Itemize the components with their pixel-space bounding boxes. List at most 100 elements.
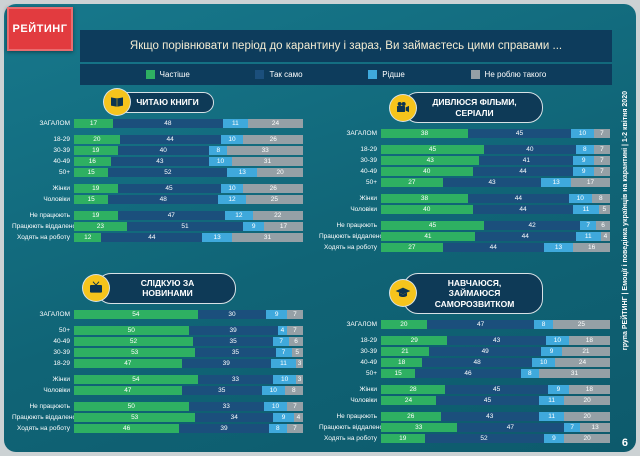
row-label: 40-49 (360, 359, 377, 367)
chart-title-pill: ДИВЛЮСЯ ФІЛЬМИ, СЕРІАЛИ (389, 92, 543, 124)
bar-rows: ЗАГАЛОМ 38 45 10 7 18-29 45 40 8 7 30-39 43 41 9 7 40-4… (319, 127, 610, 266)
bar-segment: 20 (564, 434, 610, 444)
legend: Частіше Так само Рідше Не роблю такого (80, 64, 612, 85)
bar-segment: 26 (381, 412, 441, 422)
bar-segment: 24 (555, 358, 610, 368)
bar-segment: 40 (117, 145, 210, 155)
stacked-bar: 19 40 8 33 (74, 145, 303, 155)
row-label: Не працюють (336, 222, 377, 230)
bar-row: 18-29 20 44 10 26 (12, 134, 303, 144)
bar-segment: 3 (296, 358, 303, 368)
bar-segment: 25 (552, 320, 610, 330)
bar-segment: 44 (472, 167, 574, 177)
stacked-bar: 50 39 4 7 (74, 325, 303, 335)
row-label: 40-49 (53, 157, 70, 165)
bar-segment: 44 (472, 205, 574, 215)
charts-grid: ЧИТАЮ КНИГИ ЗАГАЛОМ 17 48 11 24 18-29 20 44 10 26… (12, 89, 610, 448)
stacked-bar: 12 44 13 31 (74, 232, 303, 242)
row-label: 50+ (58, 168, 70, 176)
bar-segment: 20 (74, 134, 120, 144)
bar-segment: 54 (74, 374, 198, 384)
row-label: 50+ (58, 326, 70, 334)
legend-swatch-green (145, 70, 155, 79)
bar-segment: 8 (575, 145, 594, 155)
bar-segment: 19 (74, 145, 118, 155)
bar-segment: 35 (195, 347, 276, 357)
legend-label: Так само (269, 70, 303, 79)
bar-row: Ходять на роботу 46 39 8 7 (12, 423, 303, 433)
bar-row: Працюють віддалено 41 44 11 4 (319, 232, 610, 242)
stacked-bar: 46 39 8 7 (74, 423, 303, 433)
bar-row: Чоловіки 15 48 12 25 (12, 194, 303, 204)
chart-title: ЧИТАЮ КНИГИ (136, 97, 199, 107)
stacked-bar: 54 33 10 3 (74, 374, 303, 384)
bar-segment: 16 (573, 243, 610, 253)
bar-segment: 26 (243, 134, 303, 144)
bar-segment: 33 (197, 374, 274, 384)
chart-title: СЛІДКУЮ ЗА НОВИНАМИ (140, 277, 195, 299)
stacked-bar: 26 43 11 20 (381, 412, 610, 422)
bar-segment: 24 (381, 396, 436, 406)
row-label: Працюють віддалено (12, 413, 74, 421)
bar-row: 50+ 50 39 4 7 (12, 325, 303, 335)
stacked-bar: 27 43 13 17 (381, 178, 610, 188)
bar-segment: 41 (479, 156, 574, 166)
bar-row: Жінки 19 45 10 26 (12, 183, 303, 193)
bar-segment: 50 (74, 325, 189, 335)
legend-swatch-navy (255, 70, 265, 79)
legend-swatch-gray (470, 70, 480, 79)
bar-row: Жінки 54 33 10 3 (12, 374, 303, 384)
chart-title-pill: СЛІДКУЮ ЗА НОВИНАМИ (82, 272, 236, 304)
row-label: 40-49 (53, 337, 70, 345)
bar-segment: 46 (415, 369, 521, 379)
row-label: 40-49 (360, 168, 377, 176)
chart-self-development: НАВЧАЮСЯ, ЗАЙМАЮСЯ САМОРОЗВИТКОМ ЗАГАЛОМ… (319, 272, 610, 448)
bar-segment: 13 (227, 167, 258, 177)
row-label: Не працюють (29, 211, 70, 219)
bar-row: Не працюють 45 42 7 6 (319, 221, 610, 231)
row-label: 30-39 (360, 157, 377, 165)
stacked-bar: 54 30 9 7 (74, 309, 303, 319)
bar-segment: 7 (286, 423, 303, 433)
bar-segment: 27 (381, 243, 443, 253)
bar-segment: 10 (571, 129, 594, 139)
bar-segment: 7 (564, 423, 581, 433)
row-label: Не працюють (29, 402, 70, 410)
row-label: ЗАГАЛОМ (39, 119, 70, 127)
bar-row: 30-39 19 40 8 33 (12, 145, 303, 155)
row-label: ЗАГАЛОМ (346, 321, 377, 329)
bar-row: 18-29 45 40 8 7 (319, 145, 610, 155)
bar-segment: 20 (564, 412, 610, 422)
bar-segment: 15 (74, 194, 109, 204)
chart-watch-films: ДИВЛЮСЯ ФІЛЬМИ, СЕРІАЛИ ЗАГАЛОМ 38 45 10 7 18… (319, 92, 610, 267)
chart-title-pill: НАВЧАЮСЯ, ЗАЙМАЮСЯ САМОРОЗВИТКОМ (389, 272, 543, 315)
stacked-bar: 29 43 10 18 (381, 336, 610, 346)
bar-segment: 9 (573, 156, 594, 166)
bar-segment: 29 (381, 336, 448, 346)
sidebar-caption: група РЕЙТИНГ | Емоції і поведінка украї… (616, 12, 634, 430)
bar-segment: 7 (275, 347, 292, 357)
bar-segment: 47 (117, 210, 226, 220)
bar-segment: 11 (539, 412, 565, 422)
bar-segment: 38 (381, 194, 469, 204)
bar-segment: 44 (442, 243, 544, 253)
row-label: ЗАГАЛОМ (39, 310, 70, 318)
stacked-bar: 16 43 10 31 (74, 156, 303, 166)
chart-header-wrap: ЧИТАЮ КНИГИ (12, 89, 303, 116)
rating-group-logo: РЕЙТИНГ (7, 7, 73, 51)
stacked-bar: 47 35 10 8 (74, 385, 303, 395)
bar-segment: 21 (381, 347, 430, 357)
bar-segment: 7 (593, 156, 610, 166)
bar-segment: 47 (456, 423, 565, 433)
bar-segment: 48 (108, 194, 219, 204)
bar-segment: 20 (564, 396, 610, 406)
chart-header-wrap: ДИВЛЮСЯ ФІЛЬМИ, СЕРІАЛИ (319, 92, 610, 124)
bar-segment: 20 (381, 320, 427, 330)
bar-segment: 19 (74, 183, 118, 193)
bar-segment: 10 (264, 401, 287, 411)
bar-row: Працюють віддалено 53 34 9 4 (12, 412, 303, 422)
chart-read-books: ЧИТАЮ КНИГИ ЗАГАЛОМ 17 48 11 24 18-29 20 44 10 26… (12, 89, 303, 267)
bar-segment: 9 (243, 221, 265, 231)
row-label: 30-39 (53, 146, 70, 154)
bar-segment: 8 (284, 385, 303, 395)
